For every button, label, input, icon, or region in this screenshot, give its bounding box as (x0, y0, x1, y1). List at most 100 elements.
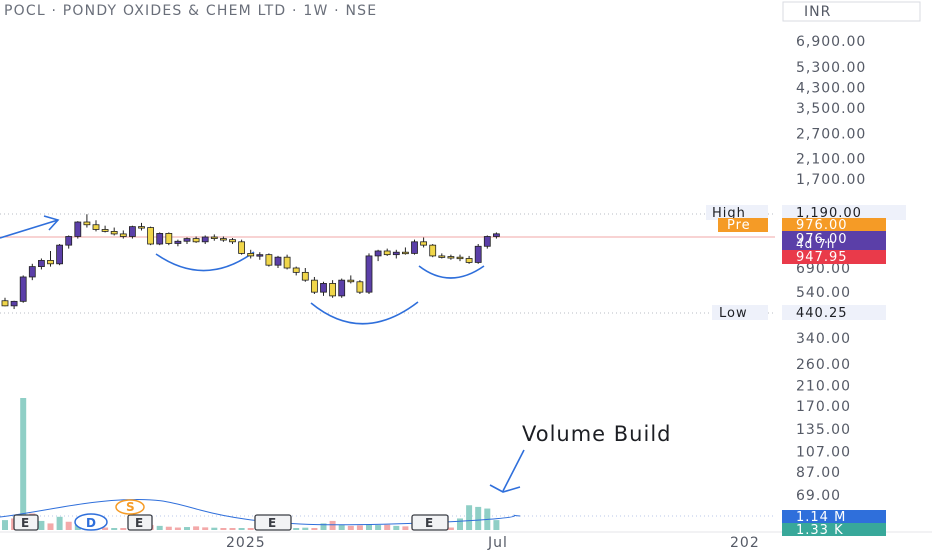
earnings-marker[interactable]: E (411, 514, 449, 531)
candle[interactable] (65, 235, 73, 249)
price-axis-ticks: 6,900.00 5,300.00 4,300.00 3,500.00 2,700.00… (796, 34, 865, 504)
candle[interactable] (247, 249, 255, 259)
candle[interactable] (74, 221, 82, 239)
dividend-marker[interactable]: D (74, 513, 108, 531)
candle[interactable] (83, 214, 91, 228)
candle[interactable] (329, 280, 337, 298)
volume-bar (202, 527, 209, 530)
candle[interactable] (119, 230, 127, 239)
candle-body (19, 276, 27, 302)
candle[interactable] (301, 268, 309, 282)
candle-body (83, 221, 91, 226)
candle-body (465, 258, 473, 263)
high-tag: High 1,190.00 (706, 205, 906, 221)
candle[interactable] (229, 238, 236, 245)
trend-arrow (0, 215, 60, 239)
candle[interactable] (438, 253, 446, 259)
candle-body (1, 300, 9, 307)
y-tick-label: 210.00 (796, 378, 851, 394)
earnings-marker[interactable]: E (254, 514, 292, 531)
candle[interactable] (365, 253, 373, 295)
candle[interactable] (219, 236, 227, 242)
candlestick-series[interactable] (1, 214, 500, 310)
candle-body (147, 227, 155, 245)
candle[interactable] (165, 232, 173, 246)
candle[interactable] (356, 280, 364, 295)
candle[interactable] (147, 226, 155, 246)
candle[interactable] (429, 244, 437, 258)
candle-body (310, 279, 318, 293)
candle[interactable] (347, 275, 355, 284)
candle[interactable] (265, 253, 273, 267)
candle[interactable] (320, 281, 327, 296)
volume-bar (184, 527, 190, 530)
volume-bar (347, 525, 354, 530)
candle-body (492, 233, 500, 237)
candle[interactable] (420, 237, 428, 248)
candle-body (92, 224, 100, 230)
y-tick-label: 87.00 (796, 465, 841, 481)
candle-body (183, 238, 191, 242)
plot-area[interactable] (0, 0, 775, 550)
candle[interactable] (238, 239, 246, 255)
candle[interactable] (374, 249, 382, 262)
volume-annotation: Volume Build (522, 422, 672, 446)
candle[interactable] (274, 255, 282, 268)
candle[interactable] (456, 254, 464, 262)
candle[interactable] (1, 297, 9, 307)
candle[interactable] (192, 236, 200, 243)
candle[interactable] (38, 258, 45, 270)
currency-selector[interactable]: INR (782, 1, 921, 22)
candle[interactable] (28, 263, 36, 281)
volume-bar (247, 528, 254, 530)
candle[interactable] (47, 250, 54, 267)
svg-text:4d 7h: 4d 7h (796, 237, 835, 251)
candle-body (128, 226, 136, 237)
candle[interactable] (156, 232, 164, 246)
volume-bar (193, 526, 200, 530)
candle[interactable] (492, 232, 500, 239)
candle[interactable] (338, 278, 346, 298)
candle[interactable] (465, 255, 473, 264)
candle[interactable] (92, 220, 100, 232)
svg-text:1,190.00: 1,190.00 (796, 206, 862, 221)
candle[interactable] (101, 225, 109, 233)
volume-bar (356, 525, 363, 530)
candle[interactable] (283, 254, 291, 270)
candle[interactable] (128, 225, 136, 239)
y-tick-label: 135.00 (796, 422, 851, 438)
split-marker[interactable]: S (115, 499, 145, 515)
candle[interactable] (138, 222, 145, 231)
candle[interactable] (292, 266, 300, 276)
candle[interactable] (483, 235, 491, 249)
candle[interactable] (19, 275, 27, 303)
candle[interactable] (210, 234, 218, 241)
candle[interactable] (110, 227, 118, 236)
earnings-marker[interactable]: E (127, 514, 153, 531)
y-tick-label: 340.00 (796, 331, 851, 347)
candle-body (320, 283, 327, 293)
candle[interactable] (56, 244, 63, 266)
candle[interactable] (447, 254, 455, 260)
candle[interactable] (474, 244, 482, 264)
candle[interactable] (411, 239, 418, 255)
candle[interactable] (183, 237, 191, 245)
candle[interactable] (401, 247, 409, 255)
candle[interactable] (392, 249, 400, 259)
candle[interactable] (201, 235, 209, 245)
candle[interactable] (383, 248, 391, 256)
svg-text:976.00: 976.00 (796, 232, 848, 247)
earnings-marker[interactable]: E (13, 514, 39, 531)
candle[interactable] (256, 252, 264, 260)
candle[interactable] (174, 239, 182, 247)
price-axis[interactable] (775, 0, 932, 550)
candle-body (47, 260, 54, 265)
svg-text:976.00: 976.00 (796, 218, 848, 233)
volume-bar (220, 528, 227, 530)
svg-text:Low: Low (719, 306, 748, 321)
candle[interactable] (310, 276, 318, 295)
candle[interactable] (10, 300, 18, 310)
cup-arc-middle (310, 301, 419, 325)
svg-text:D: D (86, 516, 96, 530)
